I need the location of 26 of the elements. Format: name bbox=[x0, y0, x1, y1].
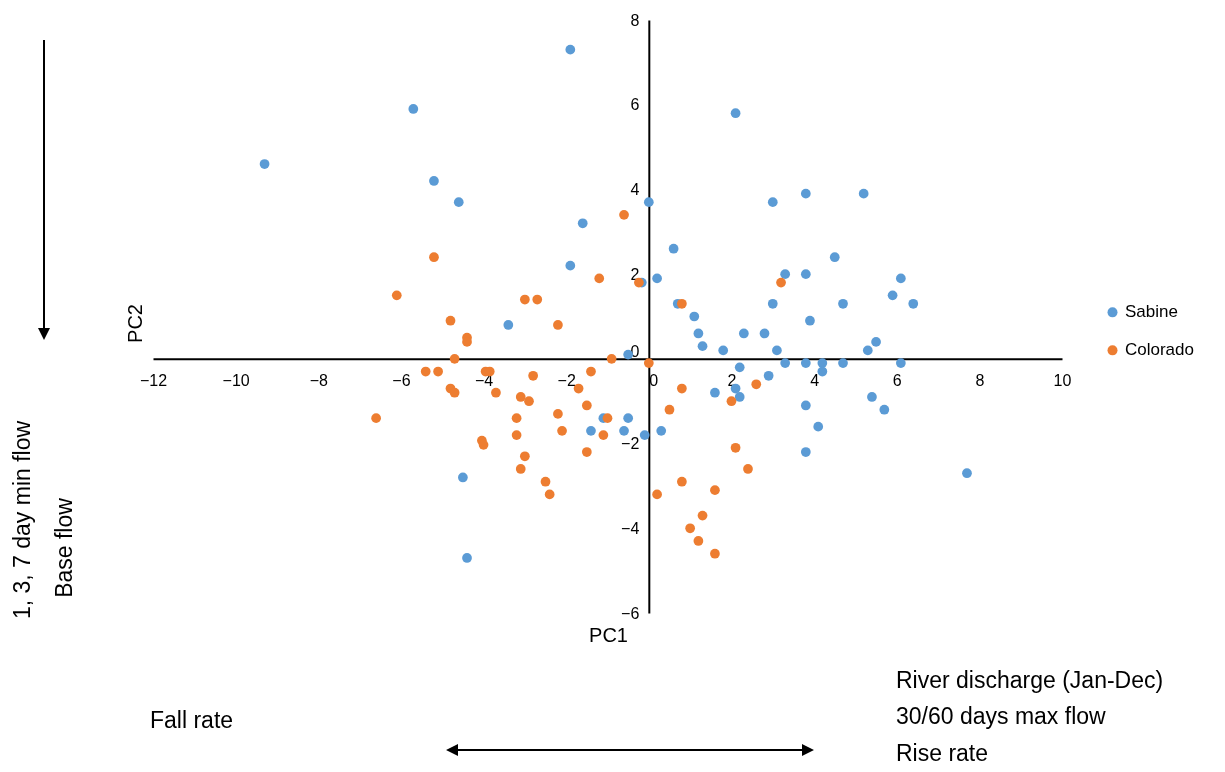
text: River discharge (Jan-Dec) bbox=[896, 667, 1164, 693]
text: Fall rate bbox=[150, 707, 234, 733]
y-tick-label: 8 bbox=[630, 11, 640, 29]
x-tick-label: −6 bbox=[392, 372, 411, 390]
text: Rise rate bbox=[896, 740, 989, 766]
x-tick-label: 6 bbox=[892, 372, 902, 390]
x-tick-label: −2 bbox=[557, 372, 576, 390]
y-tick-label: −2 bbox=[621, 435, 640, 453]
x-axis-title: PC1 bbox=[589, 623, 628, 646]
x-tick-label: −12 bbox=[139, 372, 168, 390]
text: 30/60 days max flow bbox=[896, 703, 1106, 729]
legend-label: Sabine bbox=[1125, 302, 1178, 322]
x-tick-label: 10 bbox=[1053, 372, 1072, 390]
y-axis-title: PC2 bbox=[123, 304, 146, 343]
y-tick-label: −6 bbox=[621, 604, 640, 622]
text: Base flow bbox=[50, 498, 77, 598]
legend-label: Colorado bbox=[1125, 340, 1194, 360]
x-tick-label: −10 bbox=[222, 372, 250, 390]
y-tick-label: 4 bbox=[630, 180, 640, 198]
x-tick-label: −8 bbox=[309, 372, 328, 390]
x-tick-label: 0 bbox=[649, 372, 659, 390]
x-tick-label: 4 bbox=[810, 372, 820, 390]
y-tick-label: −4 bbox=[621, 519, 640, 537]
y-tick-label: 6 bbox=[630, 96, 640, 114]
x-tick-label: 8 bbox=[975, 372, 985, 390]
text: 1, 3, 7 day min flow bbox=[8, 420, 35, 620]
